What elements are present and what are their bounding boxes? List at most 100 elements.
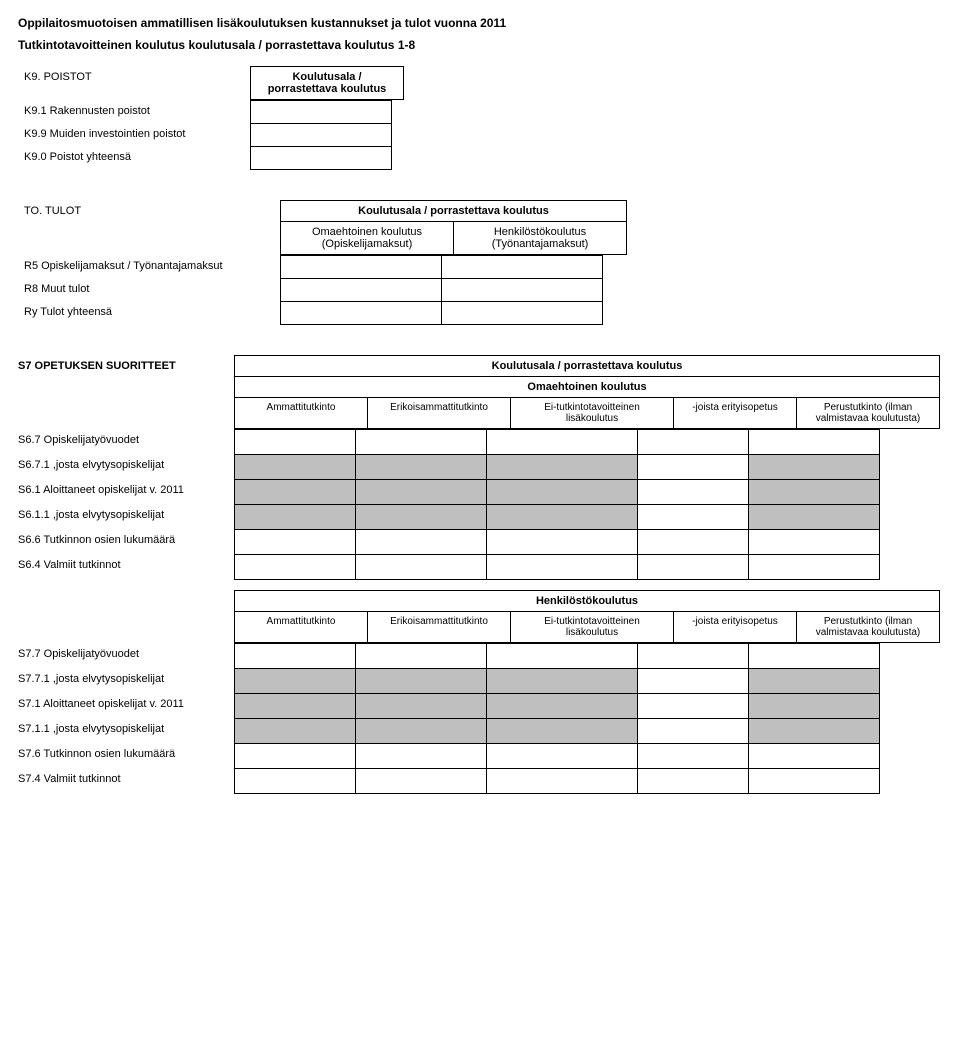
table-row-label: S6.1 Aloittaneet opiskelijat v. 2011: [18, 480, 235, 505]
table-cell: [749, 430, 880, 455]
table-cell: [251, 147, 392, 170]
table-cell: [235, 455, 356, 480]
s7-rowhead-a: Omaehtoinen koulutus: [235, 377, 940, 398]
table-cell: [235, 530, 356, 555]
table-cell: [442, 256, 603, 279]
page-title: Oppilaitosmuotoisen ammatillisen lisäkou…: [18, 16, 942, 30]
col-a: Ammattitutkinto: [235, 398, 368, 429]
table-row-label: S6.4 Valmiit tutkinnot: [18, 555, 235, 580]
table-cell: [442, 279, 603, 302]
table-cell: [487, 694, 638, 719]
table-cell: [235, 555, 356, 580]
table-cell: [638, 530, 749, 555]
table-cell: [749, 694, 880, 719]
table-cell: [749, 644, 880, 669]
table-cell: [487, 430, 638, 455]
table-cell: [442, 302, 603, 325]
col-e: Perustutkinto (ilman valmistavaa koulutu…: [797, 398, 940, 429]
table-cell: [487, 505, 638, 530]
table-cell: [487, 769, 638, 794]
to-table: TO. TULOT Koulutusala / porrastettava ko…: [18, 200, 627, 255]
s7-header-table: S7 OPETUKSEN SUORITTEET Koulutusala / po…: [18, 355, 940, 429]
table-row-label: R5 Opiskelijamaksut / Työnantajamaksut: [18, 256, 281, 279]
table-cell: [235, 669, 356, 694]
k9-rows: K9.1 Rakennusten poistotK9.9 Muiden inve…: [18, 100, 392, 170]
table-cell: [638, 644, 749, 669]
col-a2: Ammattitutkinto: [235, 612, 368, 643]
table-cell: [749, 669, 880, 694]
table-cell: [638, 769, 749, 794]
table-cell: [487, 480, 638, 505]
table-row-label: Ry Tulot yhteensä: [18, 302, 281, 325]
k9-title: K9. POISTOT: [18, 67, 251, 100]
table-cell: [749, 455, 880, 480]
table-cell: [638, 669, 749, 694]
table-row-label: S7.7.1 ,josta elvytysopiskelijat: [18, 669, 235, 694]
table-row-label: S7.4 Valmiit tutkinnot: [18, 769, 235, 794]
table-cell: [281, 279, 442, 302]
s7-rowhead-b: Henkilöstökoulutus: [235, 591, 940, 612]
table-cell: [749, 505, 880, 530]
table-cell: [235, 430, 356, 455]
table-cell: [235, 719, 356, 744]
table-cell: [487, 669, 638, 694]
table-cell: [356, 744, 487, 769]
table-row-label: K9.9 Muiden investointien poistot: [18, 124, 251, 147]
table-cell: [235, 644, 356, 669]
s6-rows: S6.7 OpiskelijatyövuodetS6.7.1 ,josta el…: [18, 429, 880, 580]
table-row-label: S7.1 Aloittaneet opiskelijat v. 2011: [18, 694, 235, 719]
table-cell: [235, 505, 356, 530]
table-cell: [356, 555, 487, 580]
table-cell: [638, 744, 749, 769]
table-cell: [638, 455, 749, 480]
to-sub1: Omaehtoinen koulutus (Opiskelijamaksut): [281, 222, 454, 255]
table-cell: [356, 669, 487, 694]
page-subtitle: Tutkintotavoitteinen koulutus koulutusal…: [18, 38, 942, 52]
table-cell: [487, 644, 638, 669]
table-row-label: S6.1.1 ,josta elvytysopiskelijat: [18, 505, 235, 530]
table-cell: [749, 744, 880, 769]
table-row-label: S6.7.1 ,josta elvytysopiskelijat: [18, 455, 235, 480]
table-row-label: R8 Muut tulot: [18, 279, 281, 302]
s7b-header-table: Henkilöstökoulutus Ammattitutkinto Eriko…: [18, 590, 940, 643]
col-d: -joista erityisopetus: [674, 398, 797, 429]
table-cell: [356, 694, 487, 719]
table-cell: [235, 480, 356, 505]
table-cell: [749, 530, 880, 555]
table-row-label: S7.6 Tutkinnon osien lukumäärä: [18, 744, 235, 769]
table-cell: [638, 555, 749, 580]
table-cell: [356, 505, 487, 530]
k9-table: K9. POISTOT Koulutusala / porrastettava …: [18, 66, 404, 100]
table-cell: [281, 302, 442, 325]
table-cell: [487, 744, 638, 769]
col-b: Erikoisammattitutkinto: [368, 398, 511, 429]
table-cell: [356, 530, 487, 555]
table-cell: [356, 480, 487, 505]
table-cell: [638, 480, 749, 505]
col-c2: Ei-tutkintotavoitteinen lisäkoulutus: [511, 612, 674, 643]
table-cell: [356, 769, 487, 794]
table-cell: [749, 769, 880, 794]
table-cell: [749, 555, 880, 580]
table-row-label: S6.6 Tutkinnon osien lukumäärä: [18, 530, 235, 555]
table-row-label: K9.0 Poistot yhteensä: [18, 147, 251, 170]
table-cell: [638, 694, 749, 719]
col-e2: Perustutkinto (ilman valmistavaa koulutu…: [797, 612, 940, 643]
table-cell: [356, 644, 487, 669]
s7b-rows: S7.7 OpiskelijatyövuodetS7.7.1 ,josta el…: [18, 643, 880, 794]
to-head: Koulutusala / porrastettava koulutus: [281, 201, 627, 222]
table-cell: [638, 719, 749, 744]
table-cell: [356, 430, 487, 455]
table-cell: [638, 430, 749, 455]
table-cell: [356, 719, 487, 744]
table-cell: [235, 769, 356, 794]
k9-head: Koulutusala / porrastettava koulutus: [251, 67, 404, 100]
table-row-label: S7.7 Opiskelijatyövuodet: [18, 644, 235, 669]
s7-head: Koulutusala / porrastettava koulutus: [235, 356, 940, 377]
table-cell: [487, 719, 638, 744]
table-row-label: K9.1 Rakennusten poistot: [18, 101, 251, 124]
col-b2: Erikoisammattitutkinto: [368, 612, 511, 643]
table-cell: [251, 124, 392, 147]
col-c: Ei-tutkintotavoitteinen lisäkoulutus: [511, 398, 674, 429]
table-cell: [487, 555, 638, 580]
